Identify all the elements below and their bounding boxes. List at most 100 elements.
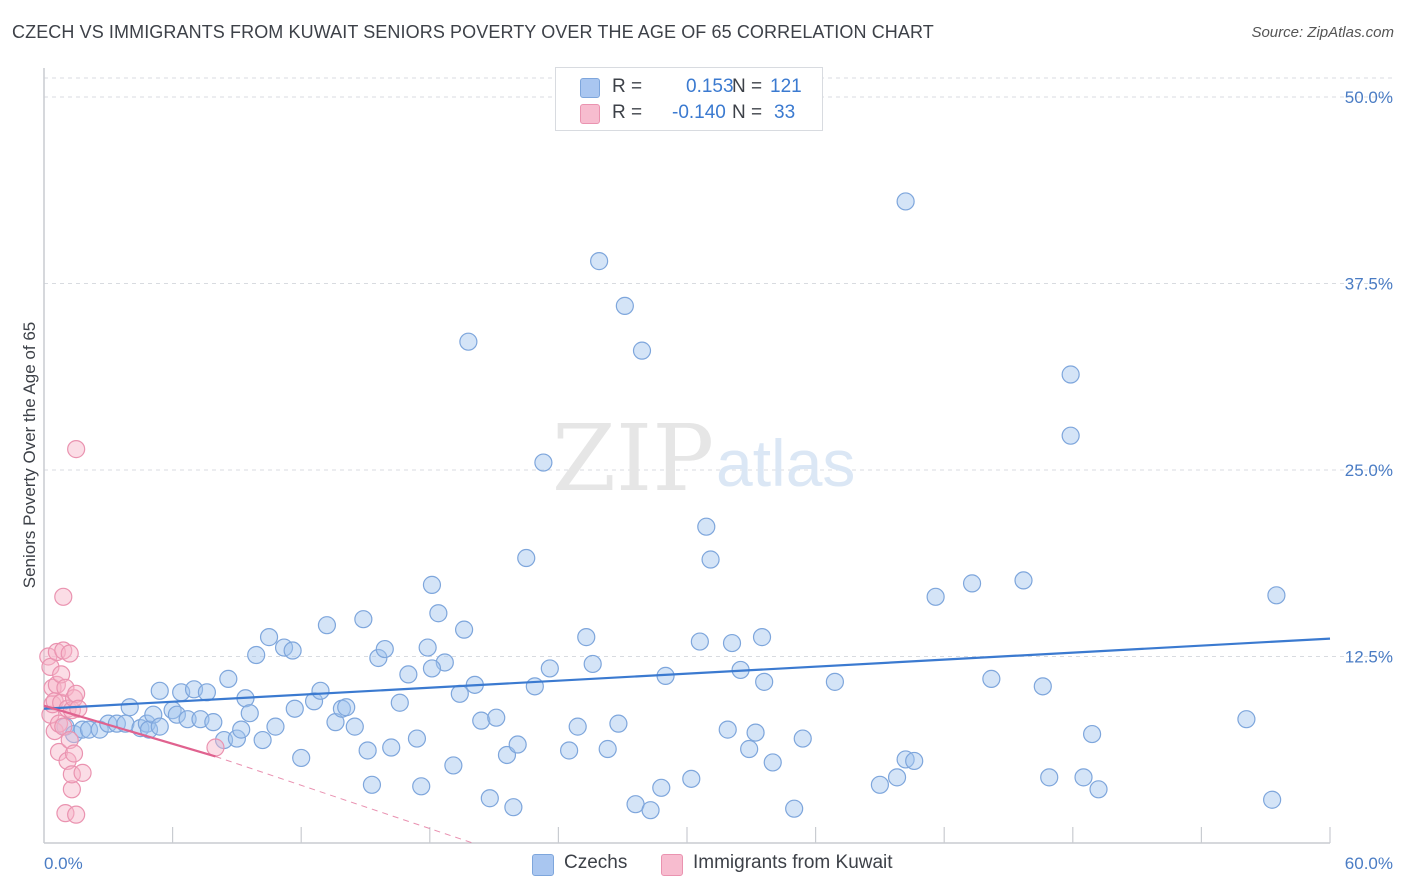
czechs-point [652,778,671,797]
czechs-point [641,801,660,820]
czechs-point [825,672,844,691]
kuwait-point [67,440,86,459]
y-tick-label: 50.0% [1345,88,1393,107]
r-label: R = [612,76,643,97]
czechs-point [412,777,431,796]
czechs-trendline [43,637,1331,710]
czechs-point [1061,365,1080,384]
czechs-point [926,587,945,606]
czechs-point [534,453,553,472]
kuwait-point [62,780,81,799]
czechs-point [690,632,709,651]
x-tick-label-max: 60.0% [1345,854,1393,873]
czechs-point [504,798,523,817]
czechs-point [407,729,427,748]
czechs-point [525,677,544,696]
czechs-point [1074,768,1093,787]
czechs-point [517,548,536,568]
czechs-point [697,517,716,536]
chart-title: CZECH VS IMMIGRANTS FROM KUWAIT SENIORS … [12,22,934,42]
axes [43,68,1331,844]
kuwait-point [54,587,73,606]
y-tick-label: 25.0% [1345,461,1393,480]
czechs-point [283,641,302,660]
czechs-point [399,665,418,684]
czechs-point [1263,790,1282,809]
czechs-point [317,616,337,635]
czechs-point [752,628,772,647]
czechs-point [204,713,223,732]
czechs-point [568,717,587,736]
czechs-point [746,723,765,742]
czechs-point [472,711,491,730]
czechs-point [259,628,279,647]
kuwait-points [39,440,225,824]
czechs-point [1089,780,1108,799]
kuwait-swatch [580,104,600,124]
czechs-point [722,633,742,653]
czechs-point [150,681,169,700]
czechs-point [358,741,377,760]
kuwait-point [64,744,84,763]
watermark-atlas: atlas [716,426,855,500]
czechs-point [454,620,474,639]
r-value-kuwait: -0.140 [672,102,726,123]
czechs-point [79,720,99,739]
czechs-points [56,192,1286,820]
kuwait-point [206,738,225,757]
czechs-point [345,717,364,736]
czechs-point [615,296,634,315]
x-tick-labels: 0.0% 60.0% [44,854,1393,873]
czechs-point [590,252,609,271]
kuwait-point [60,644,79,663]
kuwait-trendline [43,704,216,758]
czechs-point [1014,571,1033,590]
czechs-point [247,645,266,665]
czechs-point [1082,724,1102,744]
czechs-point [887,768,907,787]
watermark-zip: ZIP [552,405,714,512]
n-value-czechs: 121 [770,76,802,97]
czechs-point [740,739,759,759]
n-label: N = [732,102,763,123]
kuwait-point [58,751,77,771]
kuwait-point [60,730,79,750]
r-label: R = [612,102,643,123]
czechs-point [240,704,259,723]
x-tick-label-min: 0.0% [44,854,83,873]
czechs-point [982,669,1001,688]
kuwait-legend-swatch [661,854,683,876]
czechs-point [560,741,579,760]
czechs-point [354,610,373,629]
y-tick-labels: 12.5% 25.0% 37.5% 50.0% [1345,88,1393,667]
czechs-point [422,659,442,678]
czechs-point [304,692,324,711]
czechs-point [292,748,311,768]
czechs-point [1033,677,1052,696]
czechs-point [375,639,394,659]
czechs-point [577,628,596,647]
source-credit: Source: ZipAtlas.com [1251,24,1394,41]
czechs-point [785,799,804,818]
n-label: N = [732,76,763,97]
kuwait-point [52,665,71,684]
y-tick-label: 37.5% [1345,275,1393,294]
kuwait-point [69,699,88,718]
czechs-point [718,720,737,739]
czechs-point [905,751,924,771]
czechs-point [422,575,442,594]
czechs-point [285,699,304,718]
czechs-point [429,604,448,623]
trendlines [43,637,1331,844]
czechs-point [197,683,216,702]
czechs-point [382,738,401,757]
czechs-legend-label: Czechs [564,852,628,873]
czechs-point [167,705,186,724]
czechs-point [508,735,527,754]
czechs-point [459,332,478,351]
czechs-point [139,720,159,739]
czechs-point [362,775,382,794]
czechs-point [793,729,812,748]
czechs-point [120,698,139,717]
czechs-point [583,654,602,674]
